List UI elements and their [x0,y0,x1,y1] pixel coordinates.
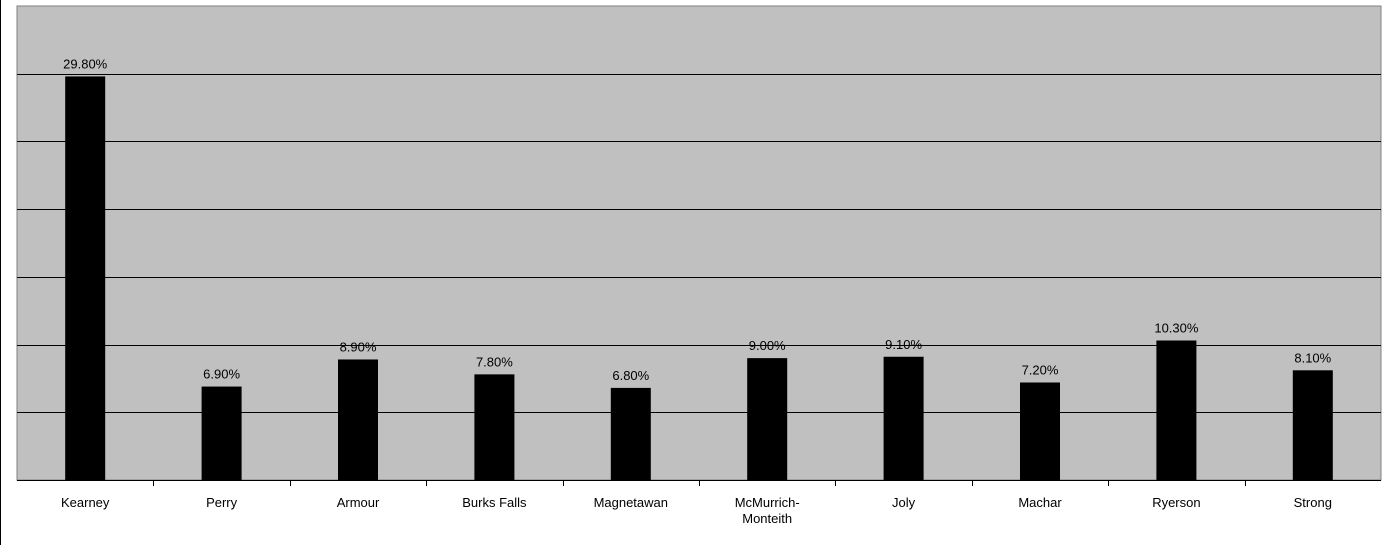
x-tick-label-9: Strong [1294,495,1332,510]
bar-4 [610,387,651,480]
data-label-5: 9.00% [749,338,786,353]
x-tick-label-line: Ryerson [1152,495,1200,510]
plot-area [16,5,1382,481]
data-label-9: 8.10% [1294,350,1331,365]
gridlines [17,74,1381,413]
x-tick-label-0: Kearney [61,495,110,510]
data-label-0: 29.80% [63,56,108,71]
x-tick-label-line: Monteith [742,511,792,526]
x-tick-label-5: McMurrich-Monteith [735,495,800,526]
x-tick-label-line: Magnetawan [594,495,668,510]
x-tick-label-2: Armour [337,495,380,510]
x-tick-label-line: Strong [1294,495,1332,510]
x-tick-label-line: Machar [1018,495,1062,510]
x-tick-label-line: Armour [337,495,380,510]
data-label-7: 7.20% [1022,362,1059,377]
x-tick-label-7: Machar [1018,495,1062,510]
x-tick-label-4: Magnetawan [594,495,668,510]
x-tick-label-line: McMurrich- [735,495,800,510]
x-axis: Kearney Perry Armour Burks Falls Magnetawan M… [17,480,1381,526]
x-tick-label-line: Joly [892,495,916,510]
bar-0 [65,76,106,481]
bar-6 [883,356,924,480]
bar-3 [474,374,515,480]
data-label-8: 10.30% [1154,321,1199,336]
data-label-6: 9.10% [885,337,922,352]
data-labels: 29.80% 6.90% 8.90% 7.80% 6.80% 9.00% 9.10% 7.20… [63,56,1332,382]
x-tick-label-line: Perry [206,495,238,510]
data-label-1: 6.90% [203,367,240,382]
bar-8 [1156,340,1197,480]
bar-2 [338,359,378,480]
bar-5 [747,358,788,480]
bar-9 [1292,370,1333,480]
data-label-4: 6.80% [612,368,649,383]
data-label-2: 8.90% [340,339,377,354]
x-tick-label-line: Burks Falls [462,495,527,510]
bar-1 [201,386,242,480]
x-tick-label-8: Ryerson [1152,495,1200,510]
x-tick-label-1: Perry [206,495,238,510]
data-label-3: 7.80% [476,354,513,369]
bar-7 [1020,382,1060,480]
x-tick-label-3: Burks Falls [462,495,527,510]
x-tick-label-6: Joly [892,495,916,510]
x-tick-label-line: Kearney [61,495,110,510]
bars [65,76,1333,481]
